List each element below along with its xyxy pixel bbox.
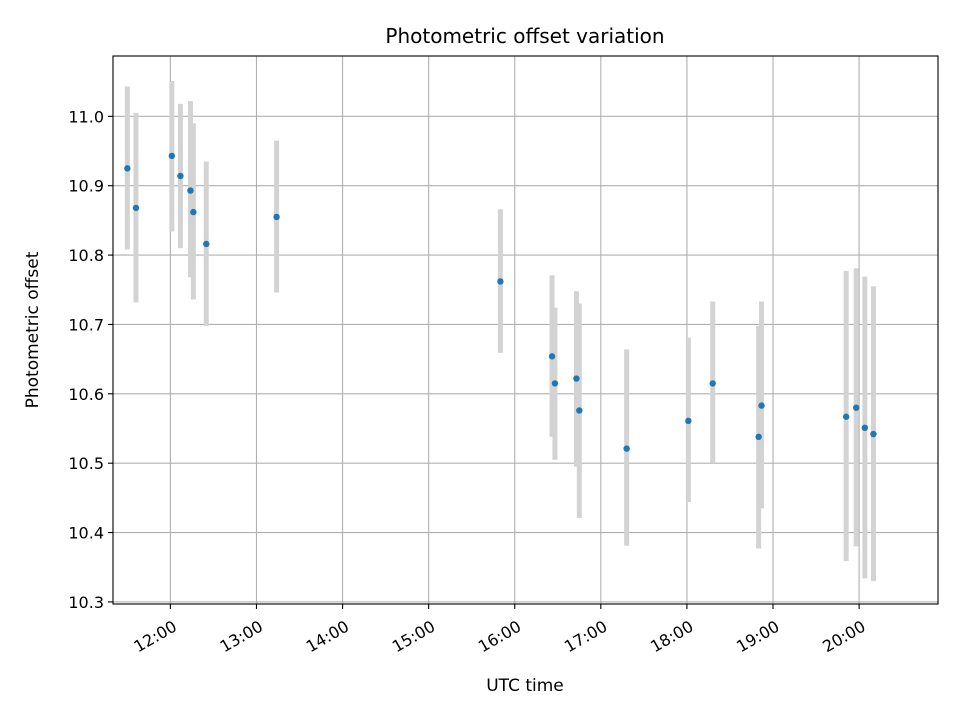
plot-area-frame — [112, 55, 939, 605]
x-tick-label: 18:00 — [647, 617, 696, 657]
data-point — [573, 375, 580, 382]
x-tick-label: 17:00 — [561, 617, 610, 657]
data-point — [853, 404, 860, 411]
y-tick-label: 10.6 — [68, 385, 104, 404]
data-point — [870, 430, 877, 438]
data-point — [685, 417, 692, 425]
y-tick-label: 10.4 — [68, 524, 104, 543]
data-point — [497, 278, 504, 285]
x-axis-label: UTC time — [486, 676, 564, 696]
x-tick-label: 15:00 — [389, 617, 438, 657]
chart-title: Photometric offset variation — [385, 24, 664, 48]
data-point — [124, 165, 131, 172]
data-points — [124, 152, 877, 452]
data-point — [709, 380, 716, 387]
x-tick-label: 19:00 — [733, 617, 782, 657]
data-point — [132, 204, 140, 212]
x-tick-label: 14:00 — [303, 617, 352, 657]
data-point — [203, 240, 210, 248]
data-point — [548, 353, 556, 360]
data-point — [551, 380, 559, 387]
y-tick-label: 10.7 — [68, 315, 104, 334]
data-point — [187, 187, 194, 194]
y-tick-label: 11.0 — [68, 107, 104, 126]
data-point — [755, 433, 762, 441]
data-point — [177, 172, 184, 180]
grid — [113, 56, 938, 604]
error-bars — [124, 80, 876, 582]
data-point — [758, 402, 765, 409]
x-tick-label: 13:00 — [217, 617, 266, 657]
data-point — [861, 424, 869, 432]
x-tick-label: 16:00 — [475, 617, 524, 657]
y-tick-label: 10.5 — [68, 454, 104, 473]
data-point — [842, 413, 850, 420]
data-point — [623, 445, 630, 452]
y-axis-label: Photometric offset — [23, 251, 43, 408]
y-tick-label: 10.8 — [68, 246, 104, 265]
data-point — [190, 208, 197, 216]
y-tick-label: 10.9 — [68, 177, 104, 196]
x-tick-label: 20:00 — [819, 617, 868, 657]
data-point — [576, 407, 583, 414]
data-point — [168, 152, 176, 160]
y-tick-label: 10.3 — [68, 593, 104, 612]
data-point — [273, 213, 280, 221]
x-tick-label: 12:00 — [131, 617, 180, 657]
